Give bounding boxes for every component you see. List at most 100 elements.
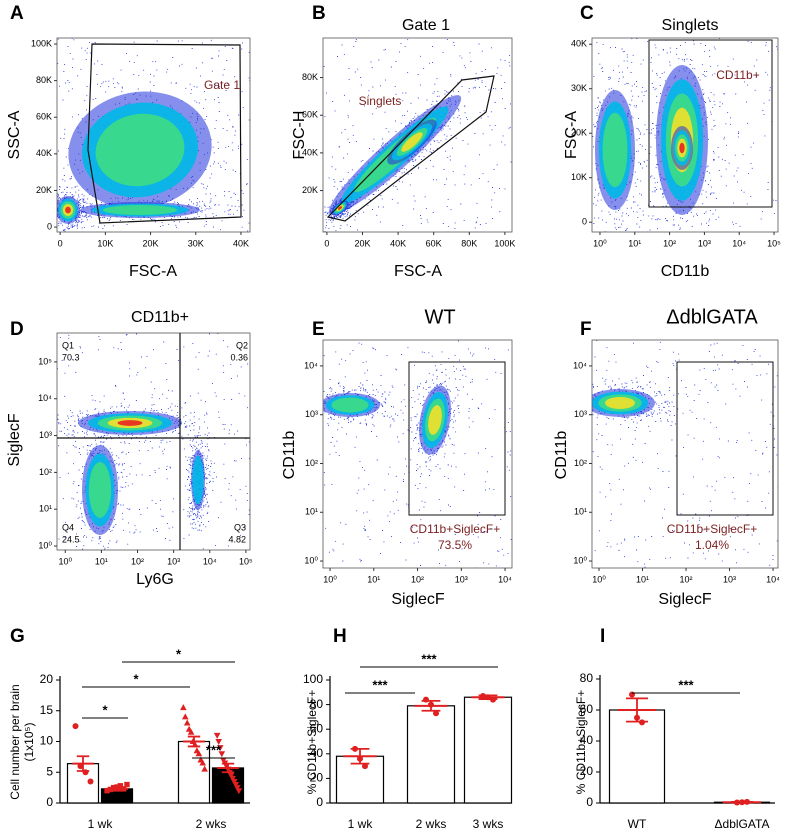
y-tick-label: 10⁰ xyxy=(573,555,587,565)
x-tick-label: 10K xyxy=(97,238,113,248)
panel-letter: H xyxy=(333,626,347,647)
gate-label: CD11b+SiglecF+ xyxy=(410,522,501,536)
data-point xyxy=(87,778,94,785)
y-tick-label: 10² xyxy=(574,458,587,468)
significance-label: *** xyxy=(678,677,694,692)
y-tick-label: 0 xyxy=(582,217,587,227)
gate-label: Gate 1 xyxy=(204,78,240,92)
y-axis-label: FSC-H xyxy=(291,111,308,160)
y-tick-label: 0 xyxy=(47,221,52,231)
x-tick-label: 10² xyxy=(663,238,676,248)
x-tick-label: 10⁰ xyxy=(323,574,337,584)
y-tick-label: 20 xyxy=(580,764,594,778)
plot-frame xyxy=(591,339,779,569)
y-axis-label: % CD11b+SiglecF+ xyxy=(574,690,588,795)
x-tick-label: 10⁴ xyxy=(498,574,512,584)
y-tick-label: 10¹ xyxy=(574,507,587,517)
panel-title: CD11b+ xyxy=(131,309,189,326)
y-tick-label: 10² xyxy=(305,458,318,468)
plot-frame xyxy=(591,37,779,233)
y-tick-label: 5 xyxy=(46,764,53,778)
x-axis-label: SiglecF xyxy=(391,591,445,608)
data-point xyxy=(229,775,236,782)
gate-percent: 1.04% xyxy=(695,538,729,552)
x-tick-label: 10⁴ xyxy=(203,556,217,566)
density-plot xyxy=(57,333,250,550)
data-point xyxy=(201,765,208,772)
significance-label: * xyxy=(133,671,139,686)
bar xyxy=(608,709,666,804)
error-bar xyxy=(187,735,201,748)
x-tick-label: 10⁴ xyxy=(732,238,746,248)
data-point xyxy=(220,757,227,764)
x-tick-label: 0 xyxy=(324,238,329,248)
y-tick-label: 60 xyxy=(580,702,594,716)
y-tick-label: 10³ xyxy=(39,430,52,440)
x-tick-label: 40K xyxy=(390,238,406,248)
density-plot xyxy=(323,38,512,232)
panel-letter: I xyxy=(600,626,605,647)
y-tick-label: 40K xyxy=(571,39,587,49)
bar xyxy=(406,705,456,804)
panel-letter: F xyxy=(580,319,592,340)
x-tick-label: 10² xyxy=(131,556,144,566)
y-tick-label: 40K xyxy=(302,147,318,157)
y-tick-label: 20 xyxy=(40,672,54,686)
data-point xyxy=(218,751,226,758)
y-axis-label: (1x10⁵) xyxy=(22,723,36,762)
error-bar xyxy=(478,694,498,700)
data-point xyxy=(72,723,79,730)
y-tick-label: 10⁰ xyxy=(304,555,318,565)
error-bar xyxy=(221,762,235,774)
y-tick-label: 15 xyxy=(40,703,54,717)
y-tick-label: 40 xyxy=(580,733,594,747)
x-tick-label: 1 wk xyxy=(88,817,114,831)
y-tick-label: 10³ xyxy=(574,409,587,419)
gate-label: CD11b+SiglecF+ xyxy=(667,522,758,536)
x-tick-label: 10² xyxy=(680,574,693,584)
x-axis-label: FSC-A xyxy=(394,263,442,280)
x-tick-label: 0 xyxy=(58,238,63,248)
y-tick-label: 40 xyxy=(310,746,324,760)
panel-title: Singlets xyxy=(662,17,719,34)
x-tick-label: 1 wk xyxy=(348,817,374,831)
data-point xyxy=(187,728,195,735)
y-tick-label: 10¹ xyxy=(39,504,52,514)
quadrant-value: 70.3 xyxy=(62,352,80,362)
data-point xyxy=(362,763,368,770)
y-tick-label: 10⁴ xyxy=(304,360,318,370)
data-point xyxy=(433,710,439,717)
y-tick-label: 20K xyxy=(571,128,587,138)
x-tick-label: 20K xyxy=(143,238,159,248)
density-ring xyxy=(331,397,369,413)
x-tick-label: ΔdblGATA xyxy=(715,817,770,831)
error-bar xyxy=(731,801,753,804)
x-axis-label: SiglecF xyxy=(658,591,712,608)
y-tick-label: 20K xyxy=(36,185,52,195)
gate-label: CD11b+ xyxy=(716,68,759,82)
density-plot xyxy=(323,340,512,568)
y-tick-label: 100 xyxy=(303,672,323,686)
density-ring xyxy=(102,205,178,215)
density-ring xyxy=(192,455,204,505)
density-ring xyxy=(338,206,342,210)
quadrant-name: Q3 xyxy=(234,522,246,532)
x-tick-label: 10⁰ xyxy=(58,556,72,566)
data-point xyxy=(235,788,243,795)
quadrant-value: 24.5 xyxy=(62,534,80,544)
y-tick-label: 10⁵ xyxy=(38,356,52,366)
x-tick-label: 10⁴ xyxy=(766,574,780,584)
y-tick-label: 60 xyxy=(310,721,324,735)
y-axis-label: SiglecF xyxy=(6,413,23,467)
x-tick-label: 10⁵ xyxy=(239,556,253,566)
panel-letter: E xyxy=(312,319,325,340)
x-axis-label: CD11b xyxy=(661,263,710,280)
bar xyxy=(463,696,513,804)
y-tick-label: 10⁴ xyxy=(573,360,587,370)
density-plot xyxy=(592,340,778,568)
x-tick-label: 80K xyxy=(461,238,477,248)
panel-title: WT xyxy=(424,306,455,328)
data-point xyxy=(104,788,110,794)
y-tick-label: 10⁴ xyxy=(38,393,52,403)
y-axis-label: CD11b xyxy=(553,431,570,480)
